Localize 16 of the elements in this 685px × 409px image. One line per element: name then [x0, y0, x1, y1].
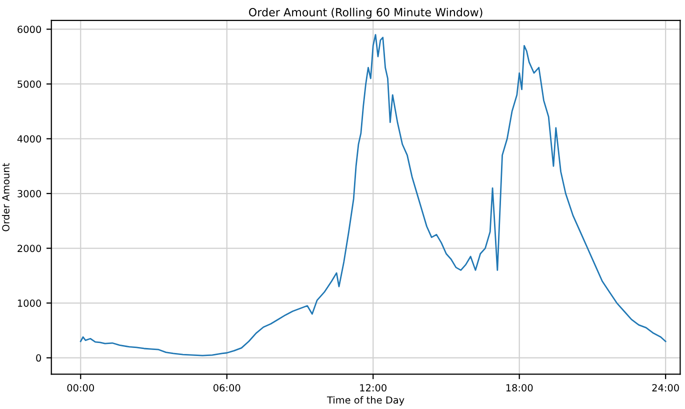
y-tick-label: 5000 [18, 80, 42, 88]
y-tick-label: 6000 [18, 26, 42, 34]
y-tick-label: 0 [36, 354, 42, 362]
x-tick-label: 00:00 [67, 384, 94, 392]
y-tick-label: 4000 [17, 135, 42, 143]
line-series [80, 34, 666, 356]
y-tick-label: 2000 [18, 244, 42, 252]
x-tick-label: 06:00 [213, 384, 240, 392]
y-tick-label: 3000 [18, 190, 42, 198]
x-tick-label: 24:00 [652, 384, 679, 392]
x-axis-title: Time of the Day [326, 396, 404, 406]
x-tick-label: 18:00 [506, 384, 533, 392]
x-tick-label: 12:00 [360, 384, 386, 392]
chart-title: Order Amount (Rolling 60 Minute Window) [248, 8, 482, 19]
y-tick-label: 1000 [18, 300, 42, 307]
y-axis-title: Order Amount [2, 163, 10, 232]
